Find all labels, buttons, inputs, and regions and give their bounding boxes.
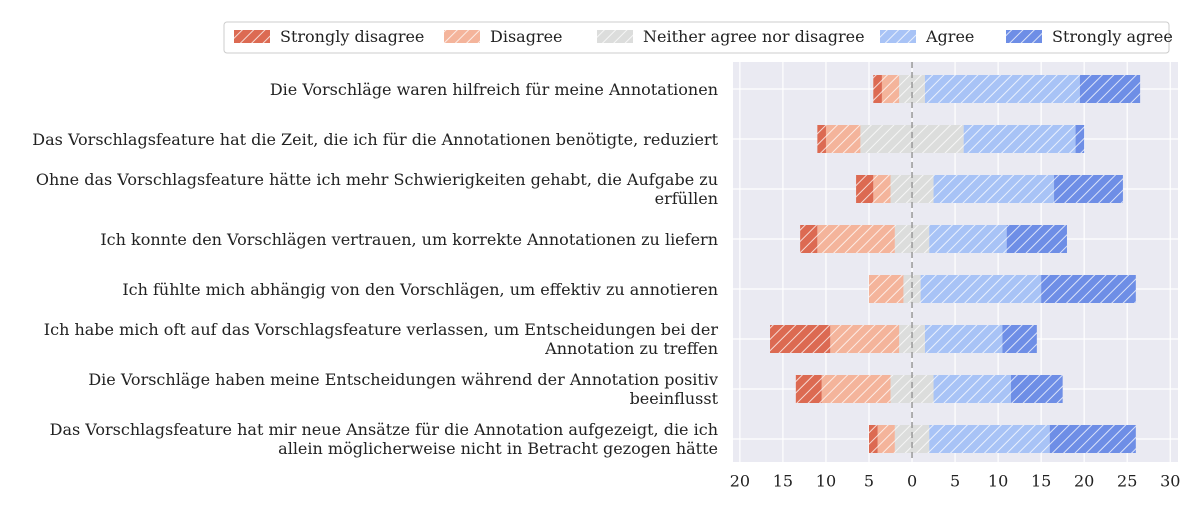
bar-segment (963, 125, 1076, 153)
bar-segment (873, 75, 882, 103)
bar-segment (899, 325, 925, 353)
bar-segment (868, 425, 878, 453)
bar-segment (830, 325, 900, 353)
legend-swatch (597, 30, 633, 43)
x-tick-label: 5 (950, 472, 960, 491)
x-tick-label: 20 (730, 472, 750, 491)
x-tick-label: 0 (907, 472, 917, 491)
bar-segment (881, 75, 900, 103)
x-tick-label: 5 (864, 472, 874, 491)
bar-segment (899, 75, 925, 103)
bar-segment (890, 175, 934, 203)
category-label: Die Vorschläge haben meine Entscheidunge… (88, 370, 718, 408)
bar-segment (868, 275, 904, 303)
bar-segment (924, 325, 1003, 353)
bar-segment (1041, 275, 1136, 303)
legend-swatch (444, 30, 480, 43)
bar-segment (1054, 175, 1123, 203)
bar-segment (894, 425, 930, 453)
bar-segment (1075, 125, 1085, 153)
legend-label: Neither agree nor disagree (643, 27, 865, 46)
bar-segment (890, 375, 934, 403)
bar-segment (894, 225, 930, 253)
x-tick-label: 10 (988, 472, 1008, 491)
x-tick-label: 15 (773, 472, 793, 491)
x-tick-label: 30 (1160, 472, 1180, 491)
bar-segment (1079, 75, 1141, 103)
x-tick-label: 15 (1031, 472, 1051, 491)
bar-segment (770, 325, 831, 353)
bar-segment (920, 275, 1042, 303)
bar-segment (1049, 425, 1136, 453)
bar-segment (933, 375, 1012, 403)
legend-swatch (1006, 30, 1042, 43)
bar-segment (817, 225, 895, 253)
legend (223, 21, 1170, 54)
x-tick-label: 10 (816, 472, 836, 491)
bar-segment (1011, 375, 1063, 403)
bar-segment (873, 175, 891, 203)
legend-label: Agree (925, 27, 974, 46)
bar-segment (877, 425, 895, 453)
bar-segment (924, 75, 1080, 103)
legend-label: Strongly agree (1052, 27, 1173, 46)
category-label: Ohne das Vorschlagsfeature hätte ich meh… (35, 170, 718, 208)
x-tick-label: 20 (1074, 472, 1094, 491)
bar-segment (821, 375, 891, 403)
category-label: Ich fühlte mich abhängig von den Vorschl… (122, 279, 718, 299)
bar-segment (929, 425, 1050, 453)
category-label: Ich konnte den Vorschlägen vertrauen, um… (100, 229, 718, 249)
bar-segment (795, 375, 822, 403)
bar-segment (1006, 225, 1067, 253)
bar-segment (929, 225, 1007, 253)
bar-segment (825, 125, 861, 153)
x-tick-label: 25 (1117, 472, 1137, 491)
bar-segment (1002, 325, 1037, 353)
legend-swatch (880, 30, 916, 43)
bar-segment (903, 275, 921, 303)
legend-swatch (234, 30, 270, 43)
bar-segment (856, 175, 874, 203)
category-label: Ich habe mich oft auf das Vorschlagsfeat… (43, 320, 718, 358)
bar-segment (933, 175, 1055, 203)
category-label: Die Vorschläge waren hilfreich für meine… (269, 79, 718, 99)
legend-label: Strongly disagree (280, 27, 424, 46)
bar-segment (860, 125, 964, 153)
legend-label: Disagree (490, 27, 563, 46)
bar-segment (817, 125, 826, 153)
bar-segment (800, 225, 818, 253)
category-label: Das Vorschlagsfeature hat die Zeit, die … (32, 129, 718, 149)
category-label: Das Vorschlagsfeature hat mir neue Ansät… (49, 420, 718, 458)
